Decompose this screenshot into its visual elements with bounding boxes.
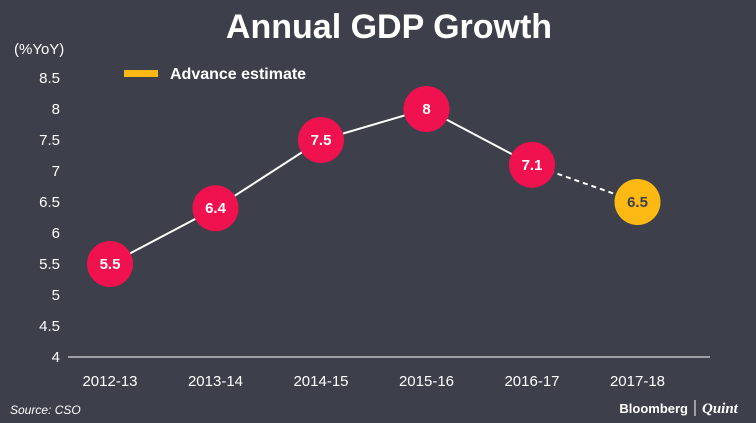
series-lines — [109, 108, 638, 265]
data-point — [403, 86, 450, 132]
y-tick-label: 8 — [52, 101, 60, 118]
chart-title: Annual GDP Growth — [226, 8, 552, 46]
data-point — [87, 241, 133, 287]
legend-swatch-advance-estimate — [124, 70, 158, 77]
y-tick-label: 7.5 — [39, 132, 60, 149]
data-point — [298, 117, 344, 163]
y-tick-label: 5.5 — [39, 256, 60, 273]
data-label: 7.5 — [311, 132, 332, 149]
source-note: Source: CSO — [10, 403, 81, 417]
y-tick-label: 6.5 — [39, 194, 60, 211]
data-point — [192, 185, 239, 232]
x-tick-label: 2017-18 — [610, 373, 665, 390]
legend: Advance estimate — [124, 66, 306, 83]
brand-quint: Quint — [702, 401, 739, 417]
data-label: 8 — [422, 101, 430, 118]
y-axis-ticks: 4 4.5 5 5.5 6 6.5 7 7.5 8 8.5 — [39, 70, 60, 366]
data-label: 6.4 — [205, 200, 227, 217]
y-tick-label: 8.5 — [39, 70, 60, 87]
x-tick-label: 2014-15 — [293, 373, 348, 390]
series-points: 5.5 6.4 7.5 8 7.1 6.5 — [87, 86, 661, 287]
brand-bloomberg: Bloomberg — [619, 401, 688, 416]
data-point — [509, 141, 555, 188]
y-tick-label: 6 — [52, 225, 60, 242]
data-label: 6.5 — [627, 194, 648, 211]
y-axis-unit: (%YoY) — [14, 41, 64, 58]
y-tick-label: 5 — [52, 287, 60, 304]
x-tick-label: 2016-17 — [504, 373, 559, 390]
legend-label-advance-estimate: Advance estimate — [170, 66, 306, 83]
y-tick-label: 4.5 — [39, 318, 60, 335]
data-label: 5.5 — [100, 256, 121, 273]
x-tick-label: 2015-16 — [399, 373, 454, 390]
x-axis-ticks: 2012-13 2013-14 2014-15 2015-16 2016-17 2017-… — [82, 373, 665, 390]
y-tick-label: 7 — [52, 163, 60, 180]
x-tick-label: 2012-13 — [82, 373, 137, 390]
x-tick-label: 2013-14 — [188, 373, 243, 390]
y-tick-label: 4 — [52, 349, 60, 366]
data-label: 7.1 — [522, 157, 543, 174]
brand-logo: Bloomberg Quint — [619, 400, 739, 417]
estimate-point — [614, 179, 661, 225]
